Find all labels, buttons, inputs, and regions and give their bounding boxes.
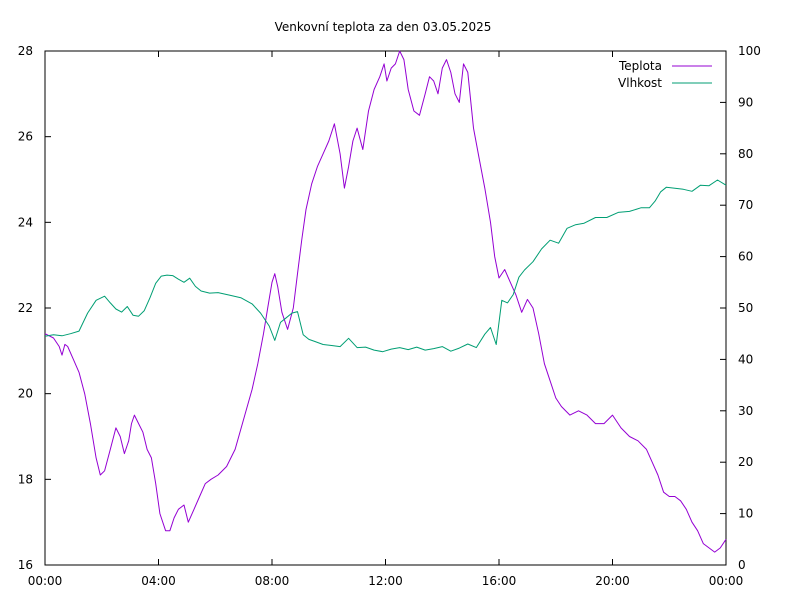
y-tick-label: 16 <box>18 558 33 572</box>
y-tick-label: 22 <box>18 301 33 315</box>
y2-tick-label: 60 <box>738 250 753 264</box>
x-tick-label: 20:00 <box>595 574 630 588</box>
y2-tick-label: 20 <box>738 455 753 469</box>
series-line-teplota <box>44 50 727 553</box>
y2-tick-label: 0 <box>738 558 746 572</box>
chart-title: Venkovní teplota za den 03.05.2025 <box>275 20 492 34</box>
y2-tick-label: 10 <box>738 507 753 521</box>
y2-tick-label: 50 <box>738 301 753 315</box>
y-tick-label: 26 <box>18 130 33 144</box>
series-line-vlhkost <box>44 179 727 353</box>
y-tick-label: 28 <box>18 44 33 58</box>
x-tick-label: 00:00 <box>709 574 744 588</box>
y-tick-label: 24 <box>18 215 33 229</box>
x-tick-label: 16:00 <box>482 574 517 588</box>
y-tick-label: 18 <box>18 472 33 486</box>
y2-tick-label: 90 <box>738 95 753 109</box>
y2-tick-label: 70 <box>738 198 753 212</box>
x-tick-label: 08:00 <box>255 574 290 588</box>
y-tick-label: 20 <box>18 387 33 401</box>
x-tick-label: 12:00 <box>368 574 403 588</box>
legend-label: Vlhkost <box>618 76 662 90</box>
y2-tick-label: 40 <box>738 352 753 366</box>
legend-label: Teplota <box>618 59 662 73</box>
x-tick-label: 00:00 <box>28 574 63 588</box>
x-tick-label: 04:00 <box>141 574 176 588</box>
y2-tick-label: 80 <box>738 147 753 161</box>
y2-tick-label: 30 <box>738 404 753 418</box>
y2-tick-label: 100 <box>738 44 761 58</box>
plot-area-border <box>44 50 727 566</box>
